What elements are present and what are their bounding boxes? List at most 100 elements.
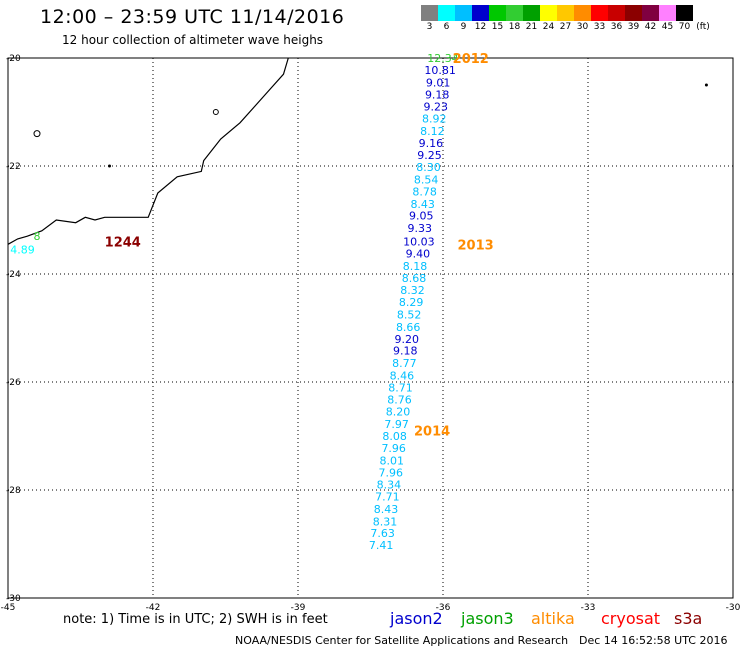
legend-swatch: [642, 5, 659, 21]
legend-swatch: [438, 5, 455, 21]
wave-height-label: 8.52: [397, 309, 422, 322]
wave-height-label: 8.01: [380, 454, 405, 467]
legend-bin-label: 45: [661, 22, 674, 32]
legend-swatch: [557, 5, 574, 21]
lon-tick-label: -39: [291, 603, 306, 613]
lon-tick-label: -30: [726, 603, 740, 613]
lat-tick-label: -24: [6, 270, 21, 280]
lat-tick-label: -30: [6, 594, 21, 604]
wave-height-label: 9.16: [419, 137, 444, 150]
legend-bin-label: 27: [559, 22, 572, 32]
legend-bin-label: 18: [508, 22, 521, 32]
wave-height-label: 8.71: [388, 381, 413, 394]
map-frame: [7, 57, 734, 599]
wave-height-label: 8.18: [403, 260, 428, 273]
lat-tick-label: -26: [6, 378, 21, 388]
wave-height-label: 9.18: [393, 345, 418, 358]
wave-height-label: 9.25: [417, 149, 442, 162]
legend-bin-label: 30: [576, 22, 589, 32]
wave-height-label: 8.54: [414, 174, 439, 187]
wave-height-label: 9.23: [424, 101, 449, 114]
wave-height-label: 7.96: [379, 467, 404, 480]
legend-bin-label: 24: [542, 22, 555, 32]
generated-timestamp: Dec 14 16:52:58 UTC 2016: [579, 634, 728, 647]
island: [108, 164, 111, 168]
legend-swatch: [523, 5, 540, 21]
legend-swatch: [472, 5, 489, 21]
legend-swatch: [489, 5, 506, 21]
wave-height-label: 8.66: [396, 321, 421, 334]
wave-height-label: 8: [34, 230, 41, 243]
wave-height-label: 7.63: [370, 527, 395, 540]
legend-bin-label: 21: [525, 22, 538, 32]
wave-height-label: 8.12: [420, 125, 445, 138]
track-time-label: 1244: [105, 236, 141, 251]
wave-height-label: 8.08: [382, 430, 407, 443]
track-time-label: 2013: [458, 238, 494, 253]
lon-tick-label: -36: [436, 603, 451, 613]
legend-swatch: [506, 5, 523, 21]
lat-tick-label: -28: [6, 486, 21, 496]
legend-bin-label: 9: [460, 22, 467, 32]
lon-tick-label: -42: [146, 603, 161, 613]
track-time-label: 2014: [414, 425, 450, 440]
lat-tick-label: -20: [6, 54, 21, 64]
legend-bin-label: 33: [593, 22, 606, 32]
legend-swatch: [608, 5, 625, 21]
wave-height-label: 8.32: [400, 284, 425, 297]
wave-height-label: 9.18: [425, 89, 450, 102]
satellite-jason2: jason2: [390, 609, 443, 628]
legend-bin-label: 12: [474, 22, 487, 32]
legend-bin-label: 3: [426, 22, 433, 32]
legend-swatch: [421, 5, 438, 21]
island: [212, 109, 219, 115]
island: [704, 83, 708, 87]
wave-height-label: 8.92: [422, 112, 447, 125]
satellite-s3a: s3a: [674, 609, 703, 628]
legend-swatch: [676, 5, 693, 21]
lat-tick-label: -22: [6, 162, 21, 172]
page-title: 12:00 – 23:59 UTC 11/14/2016: [40, 6, 345, 28]
legend-bin-label: 15: [491, 22, 504, 32]
lon-tick-label: -33: [581, 603, 596, 613]
track-time-label: 2012: [453, 52, 489, 67]
wave-height-label: 9.01: [426, 76, 451, 89]
wave-height-label: 7.71: [375, 490, 400, 503]
wave-height-label: 8.29: [399, 296, 424, 309]
wave-height-label: 7.96: [381, 442, 406, 455]
legend-swatch: [625, 5, 642, 21]
wave-height-label: 12.34: [427, 52, 459, 65]
legend-bin-label: 42: [644, 22, 657, 32]
color-legend: [421, 5, 693, 21]
legend-swatch: [574, 5, 591, 21]
legend-swatch: [659, 5, 676, 21]
wave-height-label: 8.78: [412, 185, 437, 198]
wave-height-label: 7.41: [369, 539, 394, 552]
legend-swatch: [455, 5, 472, 21]
wave-height-label: 8.30: [416, 161, 441, 174]
coastline: [7, 57, 289, 245]
wave-height-label: 8.77: [392, 357, 417, 370]
wave-height-label: 8.43: [410, 198, 435, 211]
wave-height-label: 7.97: [384, 418, 409, 431]
footer-note: note: 1) Time is in UTC; 2) SWH is in fe…: [63, 612, 328, 627]
wave-height-label: 8.20: [386, 406, 411, 419]
wave-height-label: 8.46: [390, 370, 415, 383]
legend-bin-label: 36: [610, 22, 623, 32]
wave-height-label: 8.43: [374, 503, 399, 516]
legend-bin-label: 70: [678, 22, 691, 32]
wave-height-label: 10.03: [403, 236, 435, 249]
wave-height-label: 10.81: [424, 64, 456, 77]
legend-unit: (ft): [696, 22, 710, 32]
legend-bin-label: 6: [443, 22, 450, 32]
legend-bin-label: 39: [627, 22, 640, 32]
page-subtitle: 12 hour collection of altimeter wave hei…: [62, 33, 324, 47]
legend-swatch: [591, 5, 608, 21]
island: [33, 130, 41, 138]
legend-swatch: [540, 5, 557, 21]
wave-height-label: 9.20: [395, 333, 420, 346]
credit-line: NOAA/NESDIS Center for Satellite Applica…: [235, 634, 569, 647]
wave-height-label: 9.05: [409, 210, 434, 223]
wave-height-label: 9.33: [408, 222, 433, 235]
